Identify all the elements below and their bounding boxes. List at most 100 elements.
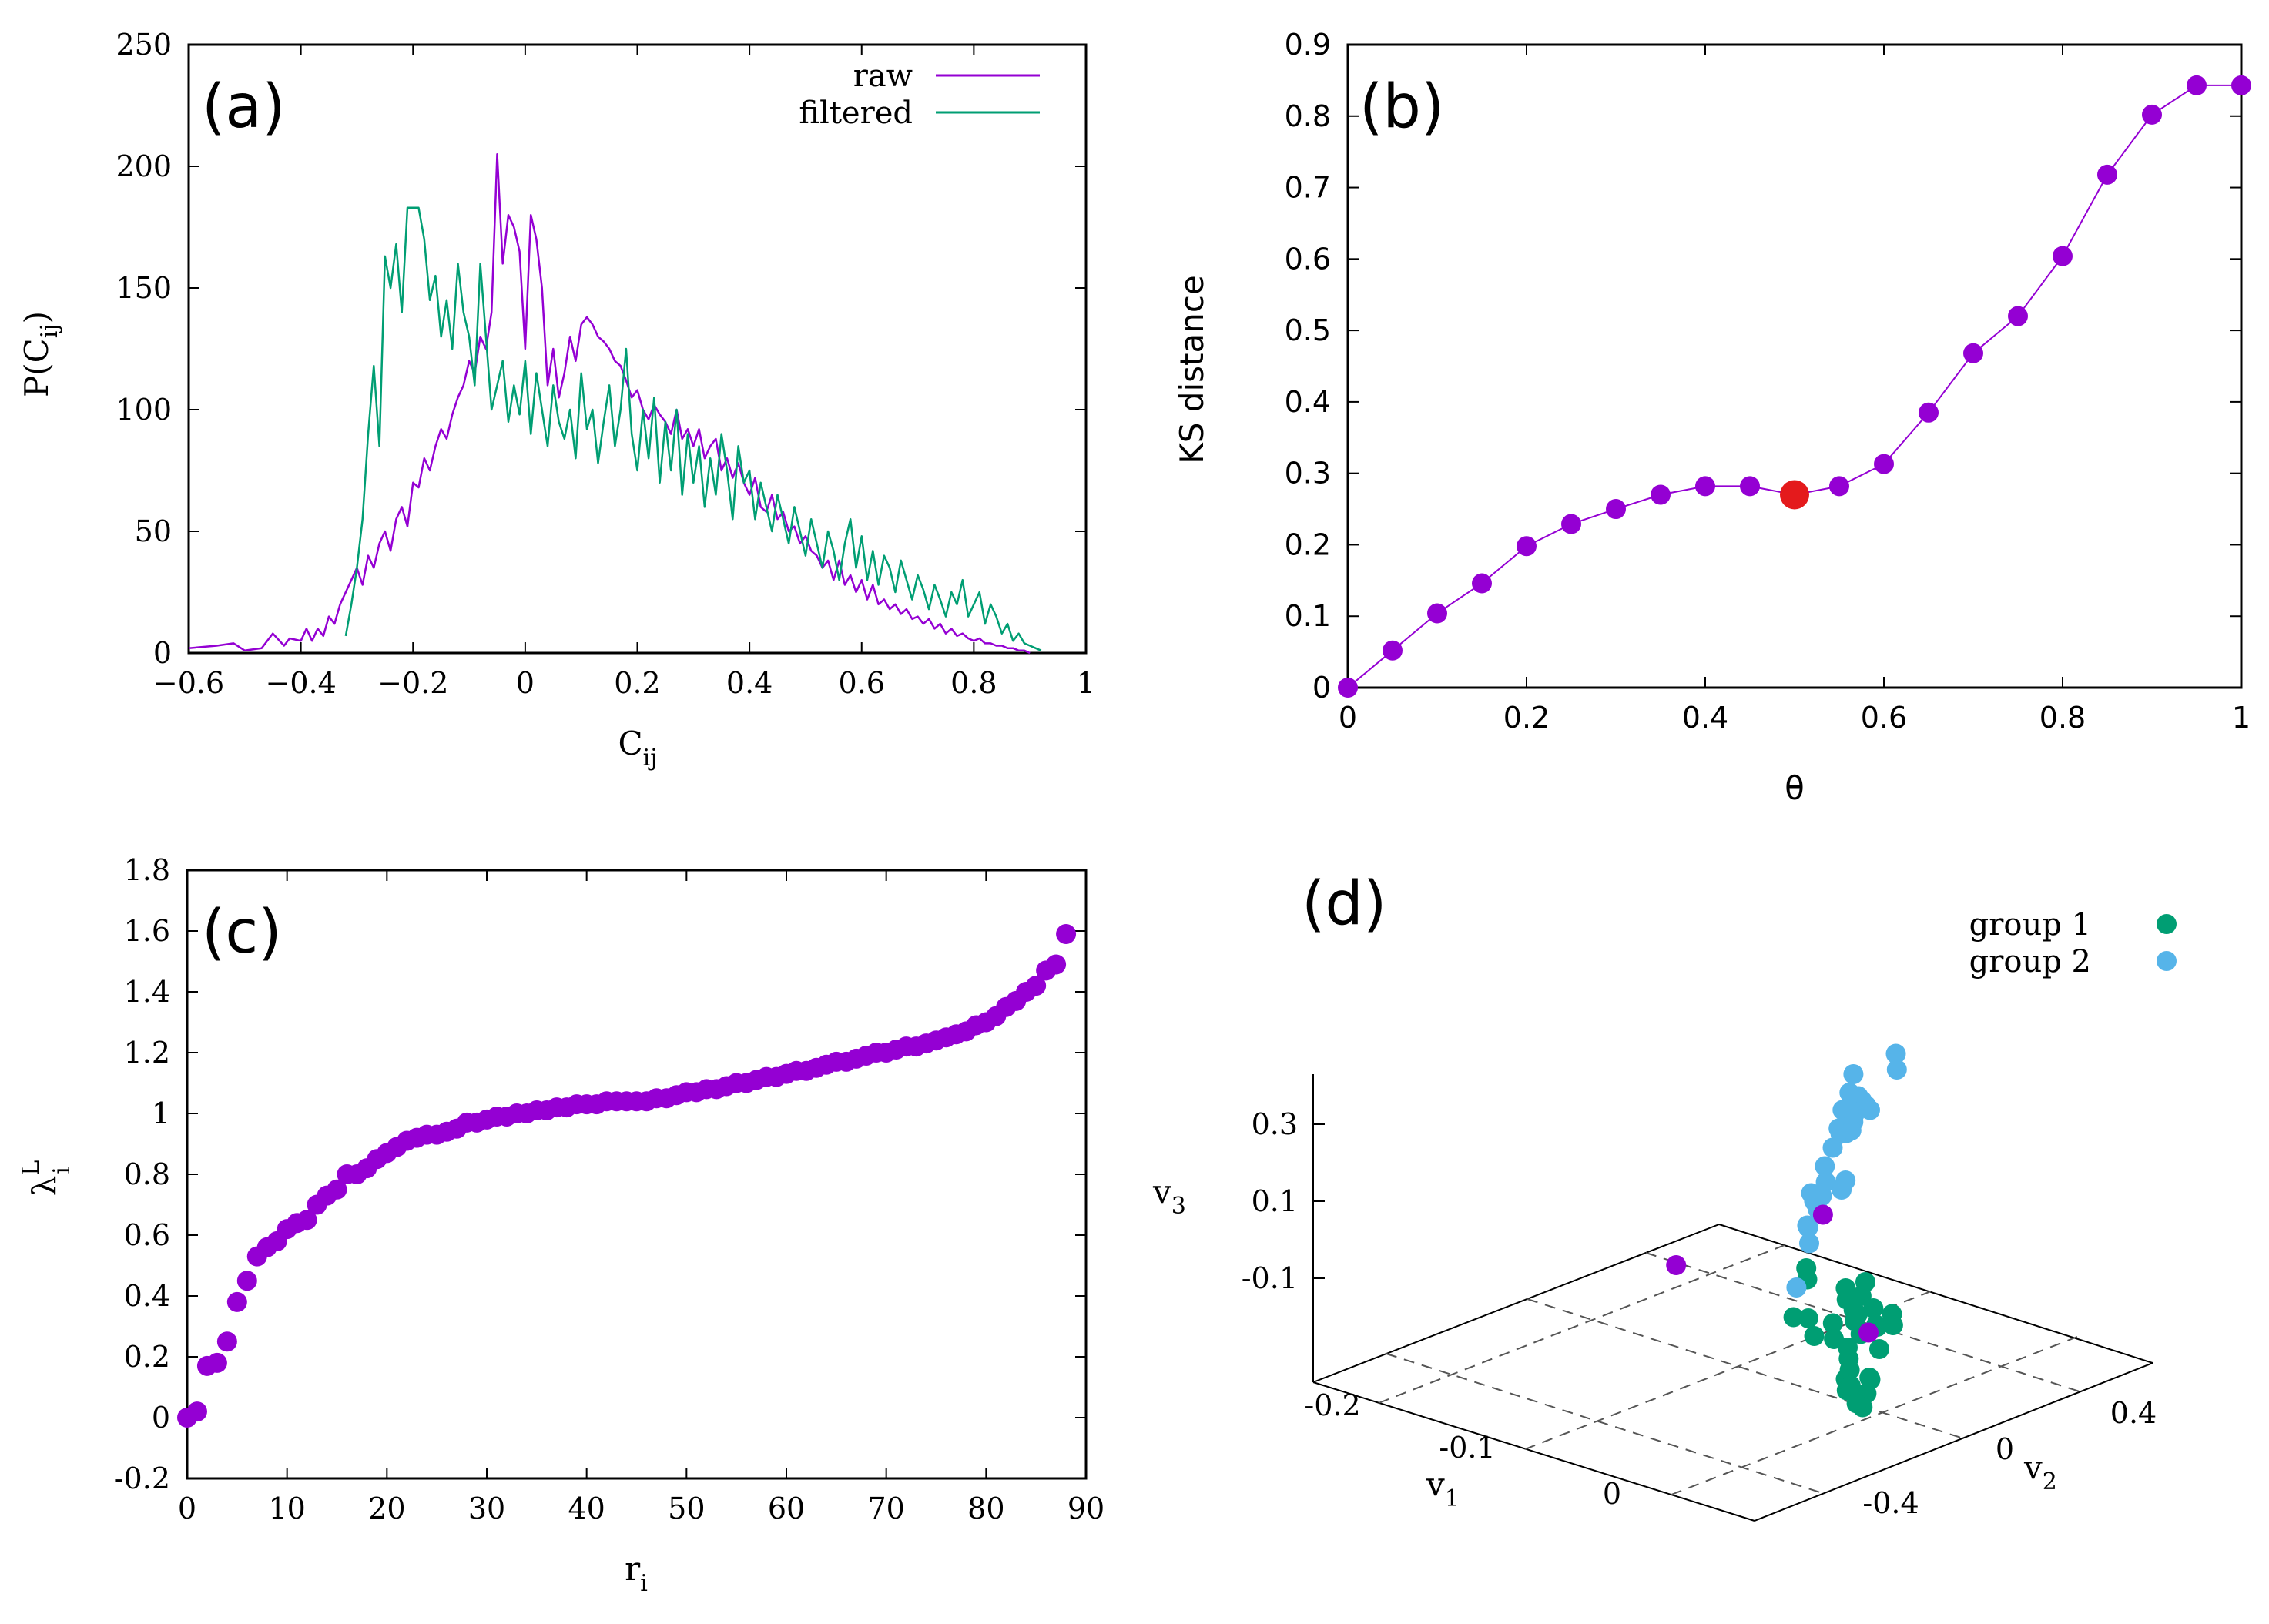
y-tick-label: 0.7 [1285, 171, 1331, 205]
x-tick-label: −0.6 [153, 666, 224, 700]
y-tick-label: 0.9 [1285, 28, 1331, 62]
x-tick-label: 0.4 [726, 666, 773, 700]
y-tick-label: 1.6 [124, 914, 170, 948]
panel-a-label: (a) [202, 72, 286, 142]
legend-group1-marker [2157, 914, 2177, 934]
point-group-2 [1841, 1120, 1862, 1140]
x-tick-label: 40 [568, 1492, 605, 1525]
x-tick-label: 0 [1339, 701, 1357, 735]
data-point [206, 1352, 227, 1373]
x-tick-label: 0.2 [1503, 701, 1550, 735]
panel-c-frame [186, 869, 1088, 1480]
v2-tick-label: 0 [1996, 1432, 2014, 1466]
y-tick-label: 1.8 [124, 853, 170, 887]
y-tick-label: 0.6 [1285, 242, 1331, 276]
panel-b-ylabel: KS distance [1173, 275, 1211, 464]
data-point [1338, 678, 1358, 698]
data-point [236, 1271, 257, 1291]
point-group-1 [1882, 1315, 1903, 1335]
data-point [226, 1291, 247, 1312]
data-point [1046, 954, 1067, 975]
y-tick-label: 0 [1312, 671, 1331, 705]
x-tick-label: 0.2 [614, 666, 660, 700]
data-point [1695, 476, 1715, 497]
y-tick-label: 0 [153, 636, 172, 670]
point-group-1 [1796, 1258, 1817, 1278]
x-tick-label: 0 [516, 666, 535, 700]
point-group-2 [1815, 1156, 1835, 1177]
y-tick-label: 0.8 [124, 1157, 170, 1191]
data-point [1829, 476, 1849, 497]
data-point [1026, 976, 1047, 996]
point-group-1 [1804, 1326, 1825, 1346]
data-point [2231, 75, 2251, 95]
data-point [2142, 104, 2162, 125]
y-tick-label: 0.8 [1285, 99, 1331, 133]
data-point [1472, 573, 1492, 594]
panel-a-series [188, 152, 1042, 655]
data-point [1383, 640, 1403, 661]
y-tick-label: 0.5 [1285, 313, 1331, 347]
y-tick-label: 0.3 [1285, 457, 1331, 491]
point-group-1 [1822, 1313, 1843, 1334]
v1-tick-label: -0.1 [1439, 1431, 1495, 1465]
panel-b-label: (b) [1359, 72, 1444, 142]
v2-axis-front [1754, 1362, 2153, 1522]
x-tick-label: 0.6 [1861, 701, 1907, 735]
panel-d-v1-label: v1 [1426, 1465, 1460, 1512]
y-tick-label: 250 [116, 28, 172, 62]
point-group-2 [1839, 1083, 1860, 1103]
y-tick-label: 0.1 [1285, 599, 1331, 633]
x-tick-label: 50 [668, 1492, 705, 1525]
v3-tick-label: -0.1 [1242, 1261, 1298, 1295]
panel-b-ticks: 0 0.2 0.4 0.6 0.8 1 0 0.1 0.2 0.3 0.4 0.5 0.6 0.7 0.8 0… [1285, 28, 2251, 735]
x-tick-label: 0 [178, 1492, 196, 1525]
y-tick-label: 100 [116, 393, 172, 427]
data-point [216, 1331, 237, 1352]
highlight-point [1780, 480, 1809, 510]
point-outliers [1812, 1204, 1833, 1225]
x-tick-label: 0.4 [1682, 701, 1728, 735]
panel-c: (c) 0 10 20 30 40 50 60 70 80 90-0.200.20.40.60.8… [18, 853, 1104, 1597]
x-tick-label: 1 [2232, 701, 2251, 735]
y-tick-label: 0.2 [124, 1340, 170, 1374]
data-point [2053, 246, 2073, 266]
y-tick-label: 1.4 [124, 975, 170, 1009]
x-tick-label: 80 [967, 1492, 1004, 1525]
series-line-raw [188, 152, 1031, 655]
point-group-2 [1822, 1137, 1843, 1158]
point-group-2 [1832, 1180, 1852, 1200]
v1-axis-back [1718, 1224, 2153, 1364]
panel-a-frame [187, 43, 1088, 655]
series-line-filtered [344, 206, 1042, 651]
point-group-1 [1783, 1307, 1804, 1328]
panel-a-legend: raw filtered [799, 59, 1040, 131]
panel-d-axes [1312, 1074, 2153, 1522]
v2-tick-label: 0.4 [2110, 1396, 2157, 1430]
panel-d-legend: group 1 group 2 [1969, 907, 2177, 979]
panel-a-ticks: −0.6 −0.4 −0.2 0 0.2 0.4 0.6 0.8 1 0 50 100 150 200 25… [116, 28, 1095, 700]
data-point [1651, 484, 1671, 505]
data-point [1874, 454, 1894, 474]
y-tick-label: 1.2 [124, 1036, 170, 1070]
point-group-1 [1840, 1375, 1861, 1396]
panel-c-series [177, 923, 1077, 1428]
point-group-1 [1869, 1339, 1889, 1359]
point-group-2 [1886, 1060, 1907, 1080]
v3-tick-label: 0.1 [1252, 1184, 1298, 1218]
point-group-1 [1855, 1272, 1875, 1292]
panel-a: (a) −0.6 −0.4 −0.2 0 0.2 0.4 0.6 0.8 1 0 50 100 150 2… [18, 28, 1095, 772]
x-tick-label: 1 [1077, 666, 1095, 700]
y-tick-label: -0.2 [114, 1462, 170, 1495]
panel-d-v3-label: v3 [1152, 1173, 1186, 1220]
panel-c-xlabel: ri [625, 1550, 648, 1597]
panel-b: (b) 0 0.2 0.4 0.6 0.8 1 0 0.1 0.2 0.3 0.4 0.5 0.6 0.7… [1173, 28, 2251, 807]
data-point [1427, 603, 1447, 624]
x-tick-label: 30 [468, 1492, 505, 1525]
v2-tick-label: -0.4 [1862, 1486, 1919, 1520]
y-tick-label: 0.4 [1285, 385, 1331, 419]
point-group-1 [1863, 1298, 1884, 1318]
point-group-2 [1885, 1043, 1906, 1064]
data-point [1561, 514, 1581, 534]
